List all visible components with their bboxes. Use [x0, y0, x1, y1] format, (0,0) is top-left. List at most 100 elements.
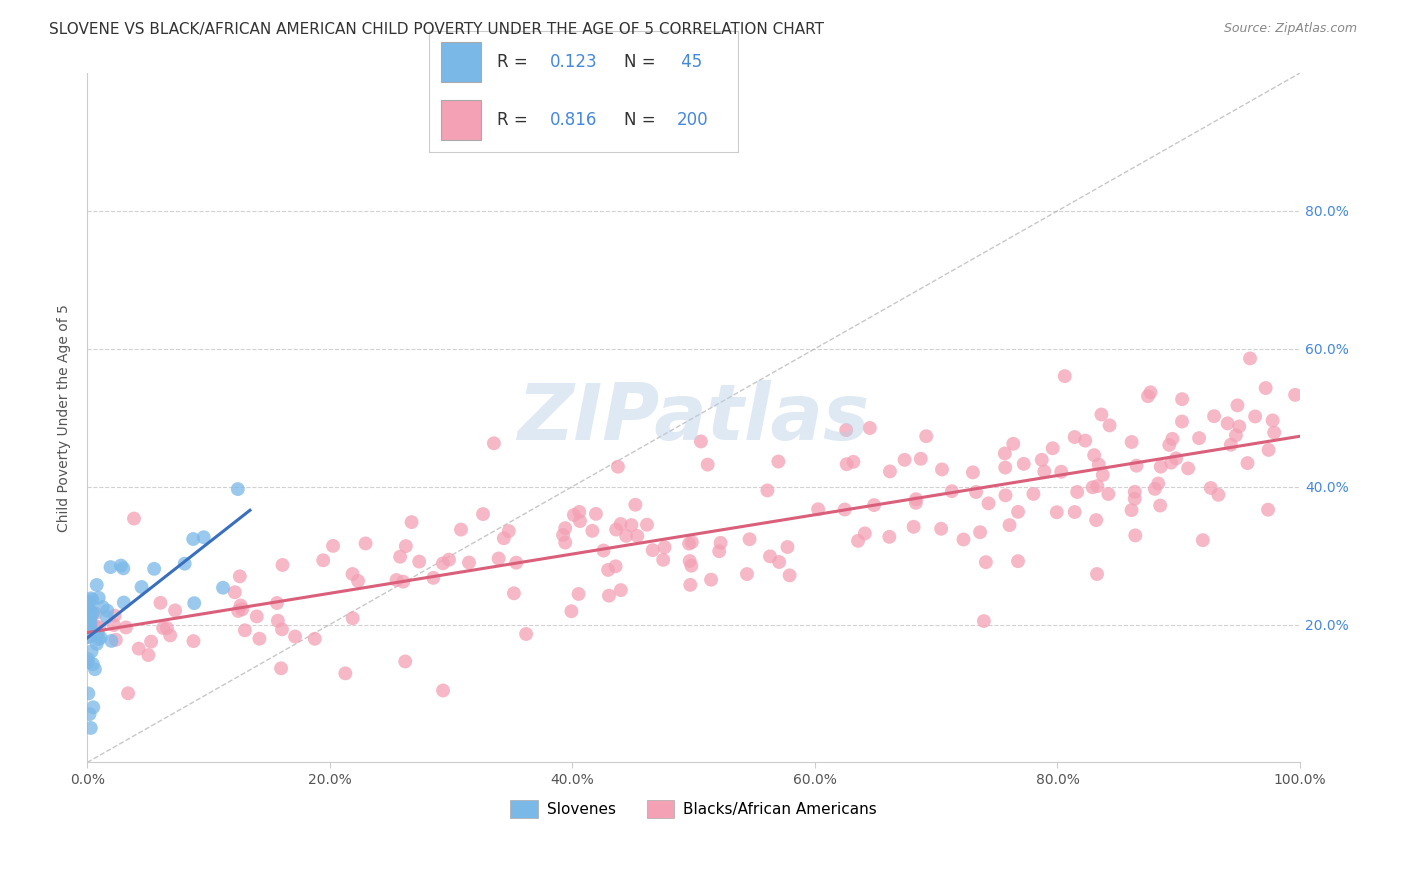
Point	[246, 609, 269, 624]
Point	[1125, 458, 1147, 473]
Point	[193, 530, 215, 544]
Point	[1085, 479, 1108, 493]
Point	[76, 615, 98, 629]
Point	[567, 587, 589, 601]
Point	[624, 498, 647, 512]
Point	[700, 573, 723, 587]
Point	[1199, 481, 1222, 495]
Point	[159, 628, 181, 642]
Point	[304, 632, 326, 646]
Point	[681, 558, 703, 573]
Point	[395, 539, 418, 553]
Point	[768, 454, 790, 468]
Point	[138, 648, 160, 662]
Point	[271, 623, 294, 637]
Point	[77, 630, 100, 644]
Point	[1007, 505, 1029, 519]
Point	[1085, 513, 1108, 527]
Point	[759, 549, 782, 564]
Point	[1254, 381, 1277, 395]
Point	[76, 655, 98, 669]
Point	[1046, 505, 1069, 519]
Text: Source: ZipAtlas.com: Source: ZipAtlas.com	[1223, 22, 1357, 36]
Point	[1261, 413, 1284, 427]
Point	[1188, 431, 1211, 445]
Point	[117, 686, 139, 700]
Point	[128, 641, 150, 656]
Point	[1007, 554, 1029, 568]
Point	[620, 518, 643, 533]
Point	[554, 521, 576, 535]
Point	[977, 496, 1000, 510]
Point	[183, 596, 205, 610]
Point	[90, 631, 112, 645]
Point	[679, 554, 702, 568]
Point	[226, 482, 249, 496]
Point	[905, 492, 928, 507]
Point	[1091, 467, 1114, 482]
Point	[756, 483, 779, 498]
Point	[224, 585, 246, 599]
Point	[1083, 448, 1105, 462]
Point	[1219, 438, 1241, 452]
Y-axis label: Child Poverty Under the Age of 5: Child Poverty Under the Age of 5	[58, 304, 72, 532]
Point	[1121, 435, 1143, 450]
Point	[1227, 419, 1250, 434]
Point	[342, 611, 364, 625]
Text: N =: N =	[624, 111, 661, 128]
Point	[96, 610, 118, 624]
Point	[779, 568, 801, 582]
Point	[226, 604, 249, 618]
Point	[394, 655, 416, 669]
Point	[385, 573, 408, 587]
Point	[96, 604, 118, 618]
Point	[1171, 415, 1194, 429]
Point	[1208, 488, 1230, 502]
Point	[80, 623, 103, 637]
Point	[1050, 465, 1073, 479]
Point	[229, 599, 252, 613]
Text: R =: R =	[496, 111, 533, 128]
Point	[112, 595, 135, 609]
Point	[834, 502, 856, 516]
Point	[562, 508, 585, 522]
Point	[846, 533, 869, 548]
Point	[1074, 434, 1097, 448]
Point	[422, 571, 444, 585]
Point	[267, 614, 290, 628]
FancyBboxPatch shape	[441, 42, 481, 82]
Point	[569, 514, 592, 528]
Point	[626, 529, 648, 543]
Point	[1066, 485, 1088, 500]
Point	[1257, 442, 1279, 457]
Point	[82, 606, 104, 620]
Text: ZIPatlas: ZIPatlas	[517, 380, 870, 456]
Point	[879, 464, 901, 478]
Point	[472, 507, 495, 521]
Point	[998, 518, 1021, 533]
Text: N =: N =	[624, 53, 661, 71]
Point	[229, 569, 252, 583]
Point	[112, 561, 135, 575]
Point	[233, 624, 256, 638]
Point	[503, 586, 526, 600]
Point	[86, 620, 108, 634]
Point	[1002, 437, 1025, 451]
Point	[1236, 456, 1258, 470]
Point	[738, 533, 761, 547]
Point	[1160, 456, 1182, 470]
Point	[335, 666, 357, 681]
Point	[80, 616, 103, 631]
Point	[392, 574, 415, 589]
Point	[1063, 430, 1085, 444]
Point	[143, 562, 166, 576]
Point	[1191, 533, 1213, 548]
Point	[994, 488, 1017, 502]
Point	[86, 578, 108, 592]
Point	[91, 600, 114, 615]
Point	[636, 517, 658, 532]
Point	[110, 558, 132, 573]
Point	[1097, 487, 1119, 501]
Point	[231, 602, 253, 616]
Point	[853, 526, 876, 541]
